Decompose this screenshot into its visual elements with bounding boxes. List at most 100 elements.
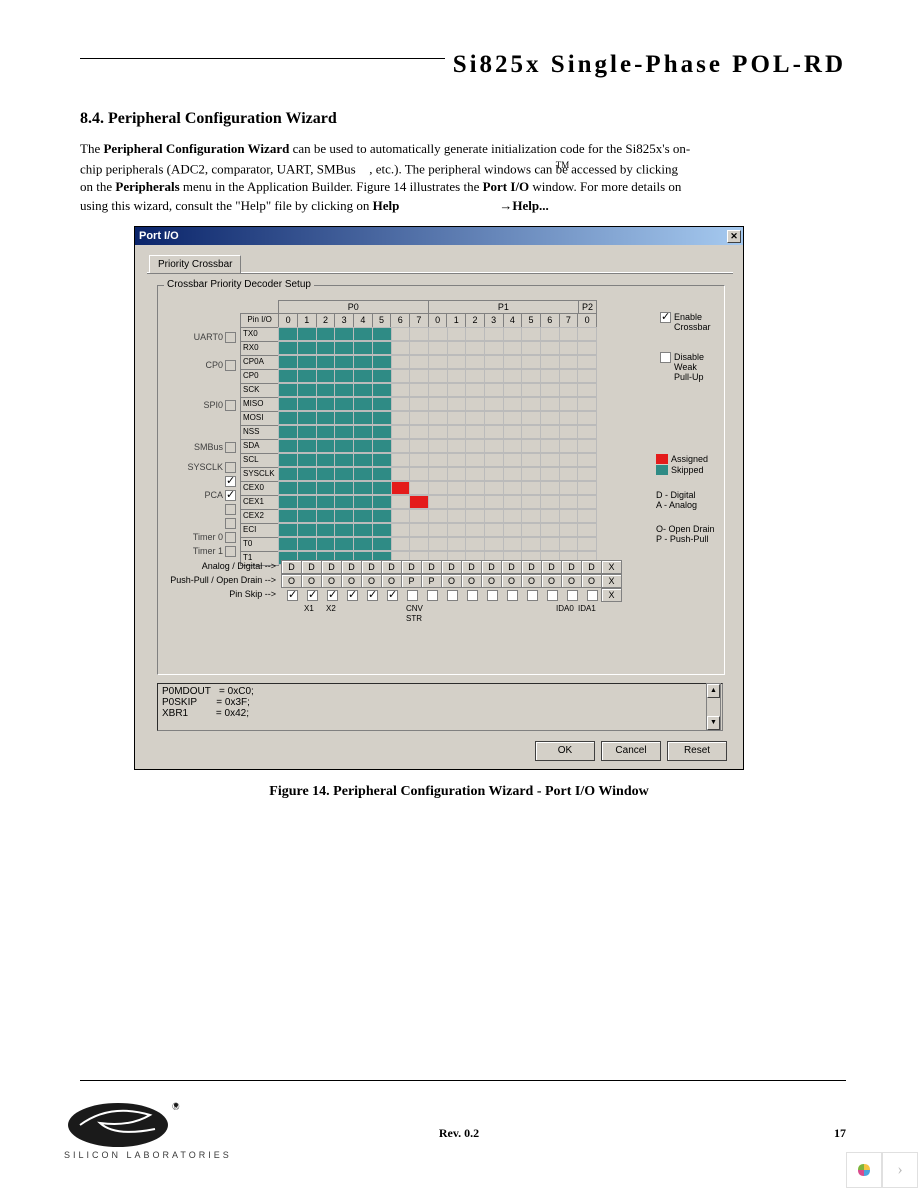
grid-cell[interactable] (372, 355, 392, 369)
grid-cell[interactable] (297, 537, 317, 551)
checkbox-icon[interactable] (527, 590, 538, 601)
grid-cell[interactable] (484, 411, 504, 425)
grid-cell[interactable] (334, 495, 354, 509)
tab-priority-crossbar[interactable]: Priority Crossbar (149, 255, 241, 273)
grid-cell[interactable] (391, 425, 411, 439)
grid-cell[interactable] (297, 453, 317, 467)
grid-cell[interactable] (353, 369, 373, 383)
grid-cell[interactable] (503, 327, 523, 341)
grid-cell[interactable] (484, 453, 504, 467)
grid-cell[interactable] (334, 369, 354, 383)
anno-cell[interactable]: D (501, 560, 522, 574)
grid-cell[interactable] (577, 341, 597, 355)
grid-cell[interactable] (372, 369, 392, 383)
grid-cell[interactable] (447, 537, 467, 551)
grid-cell[interactable] (484, 467, 504, 481)
grid-cell[interactable] (465, 467, 485, 481)
grid-cell[interactable] (521, 425, 541, 439)
grid-cell[interactable] (428, 341, 448, 355)
anno-cell[interactable]: D (341, 560, 362, 574)
grid-cell[interactable] (559, 495, 579, 509)
grid-cell[interactable] (540, 355, 560, 369)
grid-cell[interactable] (521, 355, 541, 369)
grid-cell[interactable] (391, 327, 411, 341)
anno-cell[interactable]: O (581, 574, 602, 588)
grid-cell[interactable] (278, 327, 298, 341)
anno-cell[interactable]: D (281, 560, 302, 574)
grid-cell[interactable] (503, 425, 523, 439)
grid-cell[interactable] (353, 341, 373, 355)
grid-cell[interactable] (465, 383, 485, 397)
grid-cell[interactable] (391, 369, 411, 383)
grid-cell[interactable] (297, 509, 317, 523)
grid-cell[interactable] (372, 481, 392, 495)
grid-cell[interactable] (559, 537, 579, 551)
grid-cell[interactable] (278, 411, 298, 425)
grid-cell[interactable] (559, 439, 579, 453)
checkbox-icon[interactable] (467, 590, 478, 601)
grid-cell[interactable] (465, 355, 485, 369)
checkbox-icon[interactable] (660, 312, 671, 323)
grid-cell[interactable] (540, 397, 560, 411)
grid-cell[interactable] (372, 341, 392, 355)
grid-cell[interactable] (334, 523, 354, 537)
grid-cell[interactable] (447, 495, 467, 509)
grid-cell[interactable] (316, 481, 336, 495)
grid-cell[interactable] (409, 327, 429, 341)
grid-cell[interactable] (521, 495, 541, 509)
grid-cell[interactable] (297, 439, 317, 453)
grid-cell[interactable] (372, 439, 392, 453)
grid-cell[interactable] (540, 467, 560, 481)
grid-cell[interactable] (409, 509, 429, 523)
grid-cell[interactable] (316, 537, 336, 551)
grid-cell[interactable] (577, 369, 597, 383)
enable-crossbar-option[interactable]: Enable Crossbar (658, 312, 716, 332)
grid-cell[interactable] (391, 481, 411, 495)
grid-cell[interactable] (577, 397, 597, 411)
grid-cell[interactable] (540, 495, 560, 509)
grid-cell[interactable] (372, 523, 392, 537)
grid-cell[interactable] (391, 439, 411, 453)
grid-cell[interactable] (353, 411, 373, 425)
grid-cell[interactable] (540, 383, 560, 397)
grid-cell[interactable] (447, 453, 467, 467)
grid-cell[interactable] (391, 397, 411, 411)
grid-cell[interactable] (521, 369, 541, 383)
grid-cell[interactable] (559, 369, 579, 383)
grid-cell[interactable] (409, 537, 429, 551)
grid-cell[interactable] (334, 355, 354, 369)
grid-cell[interactable] (297, 495, 317, 509)
grid-cell[interactable] (484, 537, 504, 551)
grid-cell[interactable] (334, 453, 354, 467)
checkbox-icon[interactable] (487, 590, 498, 601)
grid-cell[interactable] (334, 425, 354, 439)
grid-cell[interactable] (428, 481, 448, 495)
grid-cell[interactable] (503, 383, 523, 397)
grid-cell[interactable] (409, 369, 429, 383)
grid-cell[interactable] (278, 481, 298, 495)
grid-cell[interactable] (409, 495, 429, 509)
grid-cell[interactable] (540, 369, 560, 383)
checkbox-icon[interactable] (327, 590, 338, 601)
grid-cell[interactable] (316, 383, 336, 397)
grid-cell[interactable] (316, 397, 336, 411)
grid-cell[interactable] (372, 411, 392, 425)
anno-cell[interactable]: O (461, 574, 482, 588)
grid-cell[interactable] (521, 383, 541, 397)
grid-cell[interactable] (409, 341, 429, 355)
grid-cell[interactable] (447, 509, 467, 523)
grid-cell[interactable] (409, 439, 429, 453)
anno-cell[interactable]: D (401, 560, 422, 574)
grid-cell[interactable] (540, 411, 560, 425)
grid-cell[interactable] (484, 383, 504, 397)
anno-cell[interactable]: O (301, 574, 322, 588)
grid-cell[interactable] (447, 327, 467, 341)
grid-cell[interactable] (316, 523, 336, 537)
grid-cell[interactable] (447, 467, 467, 481)
anno-cell[interactable]: X (601, 574, 622, 588)
grid-cell[interactable] (540, 439, 560, 453)
checkbox-icon[interactable] (225, 518, 236, 529)
grid-cell[interactable] (353, 397, 373, 411)
anno-cell[interactable]: D (301, 560, 322, 574)
grid-cell[interactable] (447, 481, 467, 495)
